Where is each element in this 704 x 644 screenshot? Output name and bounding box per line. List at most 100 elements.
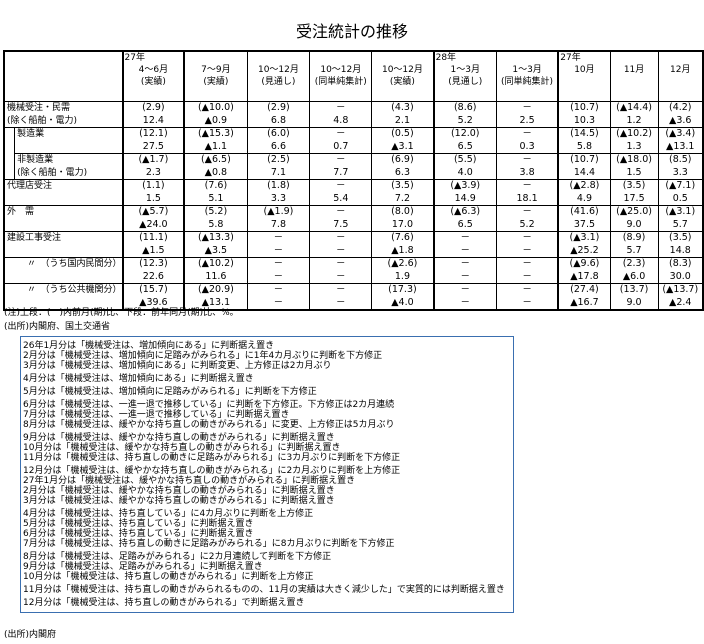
year-change: 7.5 (333, 218, 349, 230)
year-change: 7.1 (270, 166, 286, 178)
year-change: ▲1.8 (391, 244, 414, 256)
data-cell: (▲25.0) 9.0 (609, 205, 659, 232)
data-cell: (7.6) ▲1.8 (371, 231, 435, 258)
data-cell: (12.0) 6.5 (432, 127, 497, 154)
period-change: (12.3) (139, 258, 168, 270)
column-header: 10～12月 (見通し) (246, 50, 311, 102)
period-change: － (336, 232, 346, 244)
table-row: 外 需 (▲5.7) ▲24.0 (5.2) 5.8 (▲1.9) 7.8 － 7.5 (8.0)… (3, 205, 704, 232)
data-cell: －－ (495, 231, 559, 258)
period-change: (▲3.1) (665, 206, 696, 218)
data-cell: (▲1.7) 2.3 (121, 153, 185, 180)
period-change: (7.6) (204, 180, 228, 192)
period-change: (5.5) (453, 154, 477, 166)
table-row: 機械受注・民需 (除く船舶・電力) (2.9) 12.4 (▲10.0) ▲0.9 (2.9… (3, 101, 704, 128)
data-cell: (13.7) 9.0 (609, 283, 659, 311)
data-cell: －－ (246, 231, 311, 258)
data-cell: (8.6) 5.2 (432, 101, 497, 128)
judgment-line: 8月分は「機械受注は、足踏みがみられる」に2カ月連続して判断を下方修正 (23, 552, 332, 562)
year-change: － (336, 270, 346, 282)
row-label-cell: 製造業 (14, 127, 124, 154)
row-label: 製造業 (17, 129, 45, 139)
year-change: 3.3 (672, 166, 688, 178)
judgment-line: 12月分は「機械受注は、持ち直しの動きがみられる」で判断据え置き (23, 598, 305, 608)
judgment-line: 2月分は「機械受注は、緩やかな持ち直しの動きがみられる」に判断据え置き (23, 486, 335, 496)
row-label: 代理店受注 (7, 181, 53, 191)
year-change: 1.3 (626, 140, 642, 152)
period-change: (3.5) (622, 180, 646, 192)
data-cell: (▲2.6) 1.9 (371, 257, 435, 284)
year-change: ▲3.5 (204, 244, 228, 256)
period-change: (3.5) (668, 232, 692, 244)
row-label: 〃 （うち国内民間分） (27, 259, 122, 269)
year-change: 6.5 (457, 218, 473, 230)
data-cell: －－ (495, 283, 559, 311)
period-change: (▲3.9) (450, 180, 481, 192)
period-change: (5.2) (204, 206, 228, 218)
data-cell: －－ (495, 257, 559, 284)
column-header: 10～12月 (同単純集計) (309, 50, 373, 102)
row-label-cell: 代理店受注 (3, 179, 124, 206)
judgment-line: 6月分は「機械受注は、持ち直している」に判断据え置き (23, 529, 254, 539)
data-cell: － 0.3 (495, 127, 559, 154)
data-cell: － 7.7 (309, 153, 373, 180)
year-change: ▲4.0 (391, 296, 414, 308)
data-cell: (▲10.2) 1.3 (609, 127, 659, 154)
year-change: 5.2 (519, 218, 535, 230)
period-change: (1.8) (267, 180, 290, 192)
period-change: (▲10.2) (197, 258, 234, 270)
table-source: (出所)内閣府、国土交通省 (4, 322, 111, 332)
judgment-line: 9月分は「機械受注は、足踏みがみられる」に判断据え置き (23, 562, 263, 572)
data-cell: (▲15.3) ▲1.1 (183, 127, 248, 154)
year-change: 4.9 (576, 192, 592, 204)
data-cell: (2.3) ▲6.0 (609, 257, 659, 284)
period-change: (3.5) (391, 180, 414, 192)
table-row: 製造業 (12.1) 27.5 (▲15.3) ▲1.1 (6.0) 6.6 － 0.7 (0.5… (3, 127, 704, 180)
year-change: ▲2.4 (669, 296, 692, 308)
period-change: (41.6) (570, 206, 599, 218)
page-title: 受注統計の推移 (295, 22, 408, 41)
judgment-line: 2月分は「機械受注は、増加傾向に足踏みがみられる」に1年4カ月ぶりに判断を下方修… (23, 351, 383, 361)
period-change: (6.9) (391, 154, 414, 166)
period-change: (▲3.4) (665, 128, 696, 140)
data-cell: (17.3) ▲4.0 (371, 283, 435, 311)
data-cell: (3.5) 14.8 (657, 231, 704, 258)
period-change: － (336, 102, 346, 114)
data-cell: (▲3.1) ▲25.2 (557, 231, 611, 258)
year-change: 17.0 (391, 218, 413, 230)
data-cell: (▲7.1) 0.5 (657, 179, 704, 206)
data-cell: (▲5.7) ▲24.0 (121, 205, 185, 232)
judgment-line: 3月分は「機械受注は、増加傾向にある」に判断変更、上方修正は2カ月ぶり (23, 361, 332, 371)
period-change: (▲13.3) (197, 232, 234, 244)
period-change: (▲5.7) (138, 206, 169, 218)
period-change: (▲6.5) (200, 154, 231, 166)
row-label-cell: 機械受注・民需 (除く船舶・電力) (3, 101, 124, 128)
period-change: (▲1.9) (263, 206, 294, 218)
year-change: ▲3.6 (669, 114, 692, 126)
period-change: (4.3) (391, 102, 414, 114)
judgment-line: 12月分は「機械受注は、緩やかな持ち直しの動きがみられる」に2カ月ぶりに判断を上… (23, 466, 401, 476)
period-change: (8.9) (622, 232, 646, 244)
indent-cell (3, 127, 16, 180)
year-change: 7.7 (333, 166, 349, 178)
row-label: 機械受注・民需 (7, 103, 71, 113)
year-change: ▲24.0 (139, 218, 168, 230)
data-cell: － 5.4 (309, 179, 373, 206)
period-change: (14.5) (570, 128, 599, 140)
data-cell: (▲10.2) 11.6 (183, 257, 248, 284)
period-change: (11.1) (139, 232, 168, 244)
judgment-line: 10月分は「機械受注は、緩やかな持ち直しの動きがみられる」に判断据え置き (23, 443, 341, 453)
period-change: (▲9.6) (569, 258, 600, 270)
period-change: (27.4) (570, 284, 599, 295)
year-change: 3.3 (270, 192, 286, 204)
box-source: (出所)内閣府 (4, 630, 57, 640)
data-cell: － 2.5 (495, 101, 559, 128)
period-change: － (273, 232, 284, 244)
year-change: 6.8 (270, 114, 286, 126)
data-cell: －－ (309, 231, 373, 258)
year-change: 1.9 (394, 270, 410, 282)
year-change: 0.7 (333, 140, 349, 152)
period-change: － (460, 232, 470, 244)
period-change: － (460, 258, 470, 270)
column-header: 12月 (657, 50, 704, 102)
